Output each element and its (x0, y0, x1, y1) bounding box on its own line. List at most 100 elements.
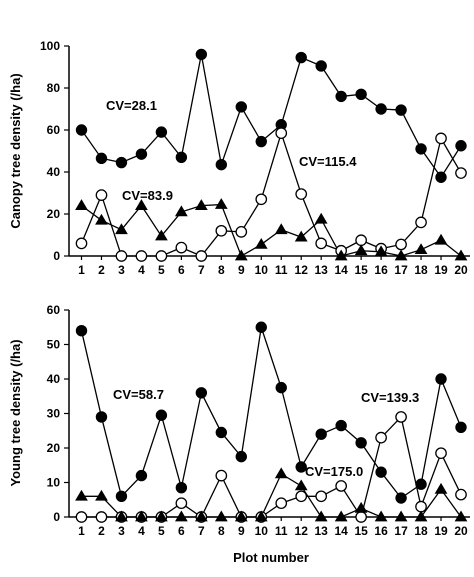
data-point-open-circle (355, 511, 367, 523)
data-point-filled-triangle (75, 489, 88, 501)
y-axis-label: Canopy tree density (/ha) (8, 73, 23, 228)
data-point-filled-circle (215, 158, 228, 171)
y-tick-label: 30 (47, 407, 61, 421)
x-tick-label: 11 (275, 263, 288, 277)
x-tick-label: 7 (198, 524, 205, 538)
x-tick-label: 6 (178, 524, 185, 538)
annotation-cv-canopy-triangle: CV=83.9 (122, 188, 173, 203)
x-tick-label: 10 (255, 524, 269, 538)
data-point-open-circle (275, 497, 288, 510)
x-tick-label: 11 (275, 524, 288, 538)
data-point-filled-triangle (394, 510, 408, 522)
x-tick-label: 2 (98, 524, 105, 538)
data-point-filled-circle (295, 461, 307, 473)
data-point-filled-circle (315, 60, 327, 72)
data-point-filled-triangle (434, 482, 448, 494)
x-tick-label: 12 (295, 524, 309, 538)
x-tick-label: 4 (138, 263, 145, 277)
data-point-open-circle (315, 237, 328, 250)
data-point-filled-triangle (434, 233, 448, 245)
x-tick-label: 19 (434, 524, 448, 538)
data-point-filled-triangle (294, 479, 308, 491)
data-point-filled-circle (435, 373, 447, 385)
data-point-filled-triangle (194, 510, 208, 522)
data-point-filled-circle (355, 88, 367, 101)
x-tick-label: 9 (238, 524, 245, 538)
data-point-open-circle (435, 447, 447, 460)
data-point-filled-circle (155, 126, 168, 138)
x-tick-label: 18 (414, 263, 428, 277)
x-tick-label: 15 (354, 524, 368, 538)
x-axis-label: Plot number (233, 550, 309, 565)
y-tick-label: 60 (47, 303, 61, 317)
data-point-filled-triangle (294, 230, 308, 242)
data-point-open-circle (175, 497, 188, 510)
data-point-open-circle (215, 224, 228, 237)
data-point-filled-circle (115, 490, 128, 502)
data-point-filled-triangle (95, 213, 108, 225)
data-point-filled-circle (255, 321, 267, 333)
data-point-filled-triangle (454, 249, 468, 261)
x-tick-label: 14 (334, 263, 348, 277)
data-point-filled-circle (75, 124, 88, 136)
data-point-filled-triangle (95, 489, 108, 501)
data-point-filled-circle (215, 426, 228, 439)
x-tick-label: 18 (414, 524, 428, 538)
data-point-filled-circle (415, 478, 427, 490)
x-tick-label: 16 (374, 524, 388, 538)
data-point-filled-triangle (155, 229, 168, 241)
y-tick-label: 20 (47, 441, 61, 455)
data-point-filled-triangle (454, 510, 468, 522)
data-point-open-circle (195, 250, 208, 262)
data-point-filled-circle (95, 411, 108, 423)
data-point-open-circle (275, 127, 288, 139)
x-tick-label: 16 (374, 263, 388, 277)
data-point-open-circle (455, 488, 467, 501)
data-point-filled-triangle (135, 510, 148, 522)
data-point-filled-triangle (274, 223, 288, 235)
data-point-filled-circle (455, 421, 467, 433)
y-axis-label: Young tree density (/ha) (8, 339, 23, 486)
data-point-filled-circle (435, 171, 447, 183)
y-tick-label: 80 (47, 81, 61, 95)
x-tick-label: 3 (118, 263, 125, 277)
data-point-filled-triangle (334, 249, 348, 261)
x-tick-label: 20 (454, 263, 468, 277)
data-point-filled-circle (315, 428, 327, 440)
data-point-open-circle (215, 469, 228, 482)
data-point-open-circle (115, 250, 128, 262)
data-point-filled-circle (375, 466, 387, 478)
data-point-filled-triangle (414, 510, 428, 522)
data-point-open-circle (315, 490, 328, 503)
y-tick-label: 0 (53, 249, 60, 263)
x-tick-label: 4 (138, 524, 145, 538)
x-tick-label: 8 (218, 263, 225, 277)
annotation-cv-canopy-open: CV=115.4 (299, 154, 357, 169)
annotation-cv-young-filled: CV=58.7 (113, 387, 164, 402)
x-tick-label: 13 (315, 524, 329, 538)
x-tick-label: 1 (78, 524, 85, 538)
data-point-filled-triangle (155, 510, 168, 522)
data-point-open-circle (335, 480, 348, 492)
x-tick-label: 20 (454, 524, 468, 538)
data-point-open-circle (255, 193, 268, 206)
data-point-filled-triangle (374, 510, 388, 522)
data-point-filled-circle (335, 90, 347, 103)
data-point-filled-triangle (254, 237, 268, 249)
young-density-panel: Young tree density (/ha) Plot number CV=… (8, 303, 470, 565)
x-tick-label: 3 (118, 524, 125, 538)
x-tick-label: 10 (255, 263, 269, 277)
data-point-open-circle (75, 511, 88, 523)
data-point-filled-circle (375, 103, 387, 115)
data-point-filled-triangle (135, 199, 148, 210)
data-point-filled-triangle (354, 501, 368, 513)
data-point-open-circle (95, 189, 108, 201)
annotation-cv-young-open: CV=139.3 (361, 390, 419, 405)
data-point-filled-triangle (394, 249, 408, 261)
data-point-filled-circle (455, 140, 467, 152)
x-tick-label: 6 (178, 263, 185, 277)
data-point-filled-triangle (374, 245, 388, 257)
x-tick-label: 13 (315, 263, 329, 277)
data-point-filled-circle (155, 409, 168, 421)
